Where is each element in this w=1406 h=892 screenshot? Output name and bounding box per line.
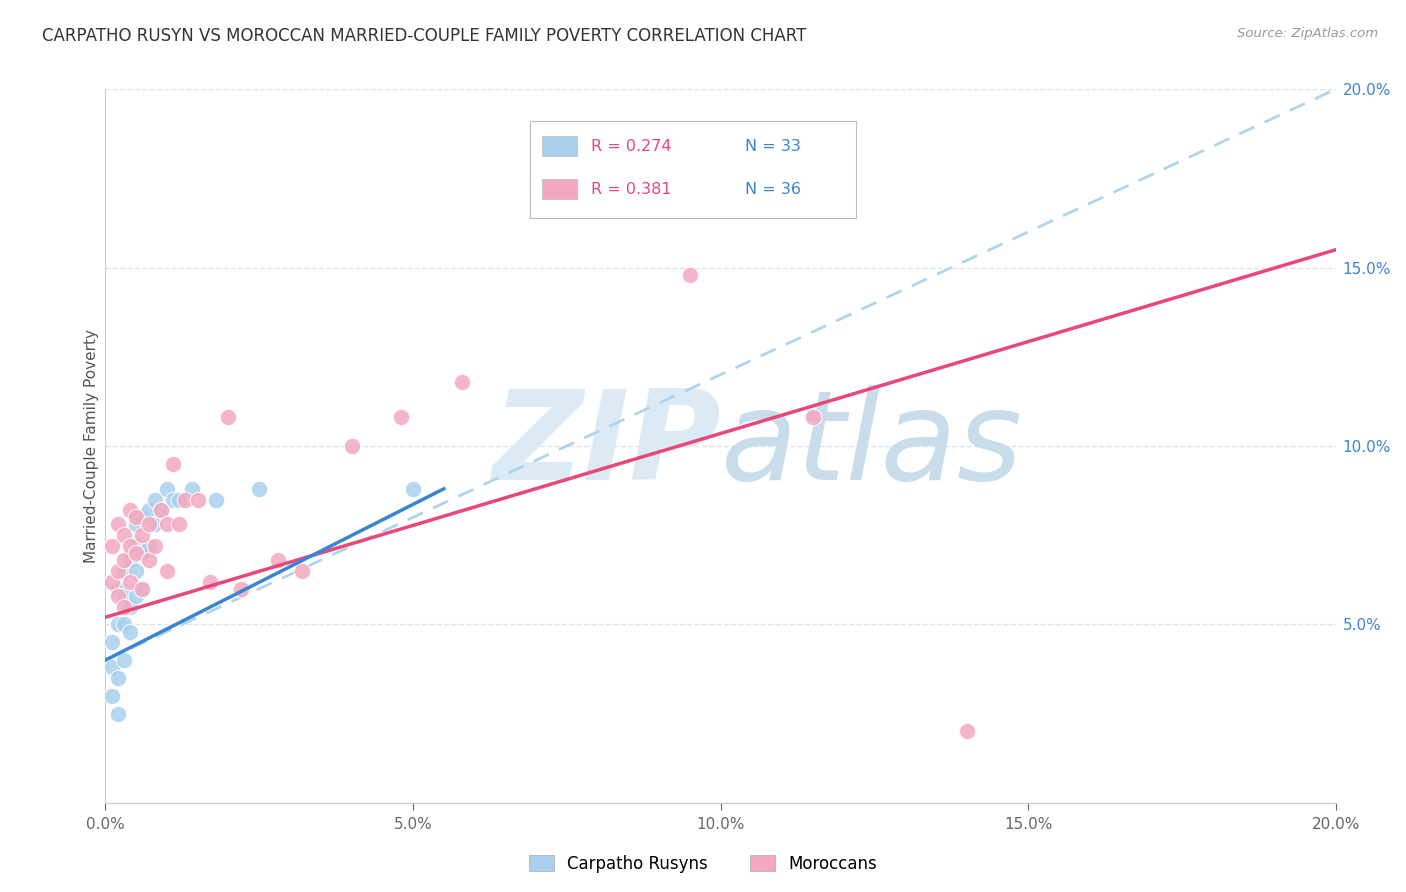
- Point: [138, 553, 160, 567]
- Point: [131, 528, 153, 542]
- Point: [801, 410, 824, 425]
- Legend: Carpatho Rusyns, Moroccans: Carpatho Rusyns, Moroccans: [523, 848, 883, 880]
- Text: atlas: atlas: [721, 385, 1022, 507]
- Point: [180, 482, 202, 496]
- FancyBboxPatch shape: [543, 136, 576, 156]
- Point: [247, 482, 270, 496]
- Point: [125, 546, 148, 560]
- Point: [112, 528, 135, 542]
- Point: [229, 582, 252, 596]
- Point: [112, 589, 135, 603]
- Point: [169, 517, 191, 532]
- Point: [100, 574, 122, 589]
- Point: [125, 539, 148, 553]
- Point: [205, 492, 228, 507]
- Point: [112, 553, 135, 567]
- Point: [120, 574, 141, 589]
- Point: [107, 564, 129, 578]
- Point: [120, 503, 141, 517]
- Point: [125, 517, 148, 532]
- Point: [156, 564, 179, 578]
- Point: [156, 517, 179, 532]
- Point: [218, 410, 240, 425]
- Point: [112, 564, 135, 578]
- Point: [131, 510, 153, 524]
- Point: [956, 724, 979, 739]
- Point: [100, 660, 122, 674]
- Point: [120, 624, 141, 639]
- Point: [131, 582, 153, 596]
- Point: [389, 410, 412, 425]
- Point: [267, 553, 290, 567]
- Point: [100, 689, 122, 703]
- Point: [291, 564, 314, 578]
- Y-axis label: Married-Couple Family Poverty: Married-Couple Family Poverty: [84, 329, 98, 563]
- Point: [107, 671, 129, 685]
- Point: [112, 617, 135, 632]
- Point: [120, 599, 141, 614]
- Point: [174, 492, 197, 507]
- FancyBboxPatch shape: [530, 121, 856, 218]
- Point: [112, 599, 135, 614]
- Point: [143, 539, 166, 553]
- Point: [107, 706, 129, 721]
- Point: [120, 553, 141, 567]
- Text: R = 0.274: R = 0.274: [592, 139, 672, 153]
- Point: [131, 546, 153, 560]
- Text: R = 0.381: R = 0.381: [592, 182, 672, 196]
- Point: [120, 539, 141, 553]
- Point: [125, 589, 148, 603]
- Point: [125, 510, 148, 524]
- Point: [143, 517, 166, 532]
- Point: [138, 503, 160, 517]
- Text: N = 33: N = 33: [745, 139, 801, 153]
- Point: [162, 492, 184, 507]
- Point: [198, 574, 221, 589]
- Point: [162, 457, 184, 471]
- Point: [100, 539, 122, 553]
- Point: [107, 617, 129, 632]
- Point: [156, 482, 179, 496]
- Point: [340, 439, 363, 453]
- Point: [107, 517, 129, 532]
- Point: [679, 268, 702, 282]
- Text: CARPATHO RUSYN VS MOROCCAN MARRIED-COUPLE FAMILY POVERTY CORRELATION CHART: CARPATHO RUSYN VS MOROCCAN MARRIED-COUPL…: [42, 27, 807, 45]
- Point: [100, 635, 122, 649]
- Point: [125, 564, 148, 578]
- Point: [451, 375, 474, 389]
- Point: [138, 517, 160, 532]
- Text: N = 36: N = 36: [745, 182, 801, 196]
- Point: [131, 582, 153, 596]
- Point: [402, 482, 425, 496]
- Point: [187, 492, 209, 507]
- Text: Source: ZipAtlas.com: Source: ZipAtlas.com: [1237, 27, 1378, 40]
- Point: [107, 582, 129, 596]
- Text: ZIP: ZIP: [492, 385, 721, 507]
- Point: [169, 492, 191, 507]
- Point: [107, 589, 129, 603]
- Point: [149, 503, 172, 517]
- Point: [138, 539, 160, 553]
- FancyBboxPatch shape: [543, 179, 576, 199]
- Point: [143, 492, 166, 507]
- Point: [112, 653, 135, 667]
- Point: [149, 503, 172, 517]
